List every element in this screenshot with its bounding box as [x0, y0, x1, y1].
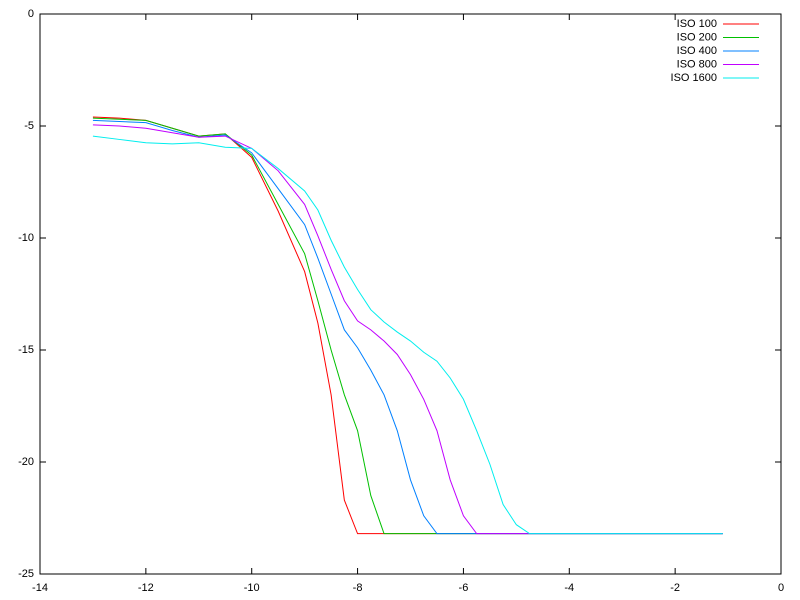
- legend-label: ISO 100: [677, 18, 717, 30]
- x-tick-label: -2: [670, 582, 680, 594]
- y-tick-label: 0: [28, 8, 34, 20]
- x-tick-label: -12: [138, 582, 154, 594]
- x-tick-label: -14: [32, 582, 48, 594]
- plot-frame: [39, 13, 782, 575]
- legend-label: ISO 800: [677, 58, 717, 70]
- x-tick-label: -6: [459, 582, 469, 594]
- y-tick-label: -5: [24, 120, 34, 132]
- x-tick-label: -4: [564, 582, 574, 594]
- series-line: [92, 135, 723, 535]
- y-tick-label: -10: [18, 232, 34, 244]
- y-tick-label: -20: [18, 456, 34, 468]
- legend-label: ISO 400: [677, 45, 717, 57]
- x-tick-label: -8: [353, 582, 363, 594]
- x-tick-label: 0: [778, 582, 784, 594]
- legend-label: ISO 1600: [671, 72, 717, 84]
- series-line: [92, 124, 723, 535]
- y-tick-label: -15: [18, 344, 34, 356]
- legend-label: ISO 200: [677, 31, 717, 43]
- x-tick-label: -10: [244, 582, 260, 594]
- y-tick-label: -25: [18, 568, 34, 580]
